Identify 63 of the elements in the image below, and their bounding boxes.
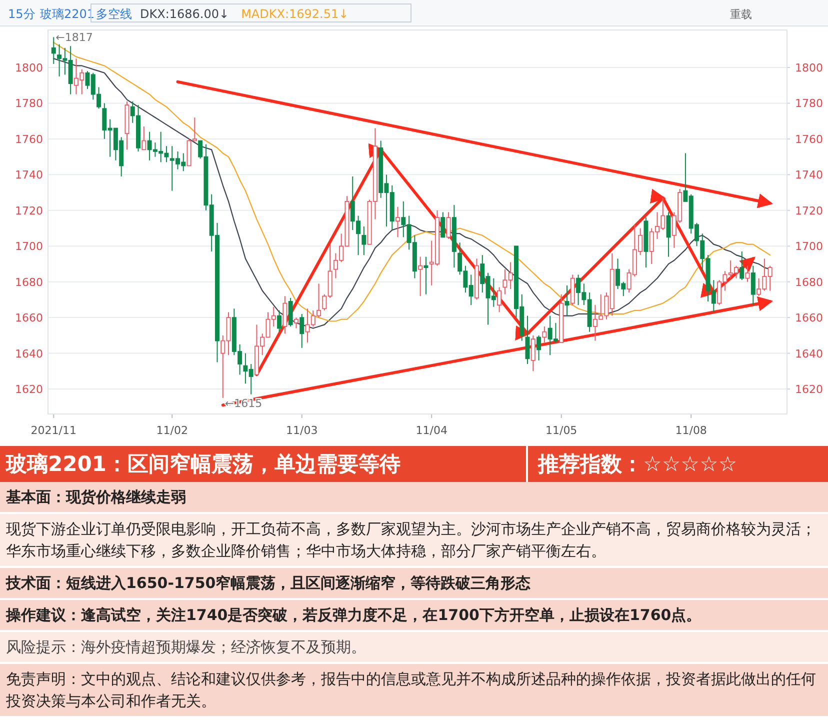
x-tick-label: 11/04 xyxy=(416,424,448,437)
x-tick-label: 11/08 xyxy=(675,424,707,437)
y2-tick-label: 1760 xyxy=(795,132,823,146)
text: 15分 xyxy=(8,7,36,21)
candlestick xyxy=(288,297,293,327)
text: 技术面：短线进入1650-1750窄幅震荡，且区间逐渐缩窄，等待跌破三角形态 xyxy=(0,568,828,600)
candlestick xyxy=(282,296,288,334)
text: 操作建议：逢高试空，关注1740是否突破，若反弹力度不足，在1700下方开空单，止损设在1760点。 xyxy=(0,600,828,632)
y-tick-label: 1740 xyxy=(15,168,43,182)
candlestick xyxy=(440,212,446,238)
x-tick-label: 2021/11 xyxy=(30,424,76,437)
candlestick xyxy=(750,265,756,306)
candlestick xyxy=(300,313,304,348)
y2-tick-label: 1780 xyxy=(795,97,823,110)
candlestick xyxy=(424,256,428,295)
y2-tick-label: 1660 xyxy=(795,312,823,325)
candlestick xyxy=(666,212,671,258)
candlestick xyxy=(745,265,750,282)
text: 基本面：现货价格继续走弱 xyxy=(0,482,828,514)
candlestick xyxy=(446,212,451,240)
text: 现货下游企业订单仍受限电影响，开工负荷不高，多数厂家观望为主。沙河市场生产企业产销不高，贸易商价格较为灵活；华东市场重心继续下移，多数企业降价销售；华中市场大体持稳，部分厂家产销平衡左右。 xyxy=(0,514,828,568)
text: 免责声明：文中的观点、结论和建议仅供参考，报告中的信息或意见并不构成所述品种的操作依据，投资者据此做出的任何投资决策与本公司和作者无关。 xyxy=(0,664,828,718)
y-tick-label: 1800 xyxy=(15,62,43,75)
y2-tick-label: 1740 xyxy=(795,168,823,182)
candlestick xyxy=(362,226,366,256)
candlestick xyxy=(142,126,146,150)
y2-tick-label: 1800 xyxy=(795,62,823,75)
y-tick-label: 1620 xyxy=(15,382,43,396)
y2-tick-label: 1680 xyxy=(795,276,823,289)
x-tick-label: 11/05 xyxy=(546,424,578,437)
y-tick-label: 1780 xyxy=(15,97,43,110)
y-tick-label: 1640 xyxy=(15,347,43,360)
x-tick-label: 11/02 xyxy=(156,424,188,437)
candlestick xyxy=(396,206,400,238)
candlestick xyxy=(294,317,298,329)
text: DKX:1686.00↓ xyxy=(140,7,230,21)
candlestick xyxy=(525,315,530,364)
text: 玻璃2201：区间窄幅震荡，单边需要等待 xyxy=(0,446,528,482)
y-tick-label: 1760 xyxy=(15,132,43,146)
candlestick xyxy=(51,36,56,64)
y-tick-label: 1700 xyxy=(15,240,43,254)
candlestick xyxy=(418,256,423,297)
candlestick xyxy=(740,250,744,281)
text: 风险提示：海外疫情超预期爆发；经济恢复不及预期。 xyxy=(0,632,828,664)
x-tick-label: 11/03 xyxy=(286,424,318,437)
y-tick-label: 1720 xyxy=(15,204,43,218)
candlestick xyxy=(536,334,542,361)
text: MADKX:1692.51↓ xyxy=(241,7,349,21)
y-tick-label: 1680 xyxy=(15,276,43,289)
text: 重载 xyxy=(730,8,752,21)
candlestick xyxy=(530,334,536,372)
y2-tick-label: 1640 xyxy=(795,347,823,360)
candlestick xyxy=(277,310,282,332)
y2-tick-label: 1620 xyxy=(795,382,823,396)
candlestick xyxy=(564,284,570,316)
candlestick xyxy=(497,286,502,313)
text: 推荐指数：☆☆☆☆☆ xyxy=(536,451,738,478)
annotation: ←1817 xyxy=(56,31,93,44)
y2-tick-label: 1700 xyxy=(795,240,823,254)
y-tick-label: 1660 xyxy=(15,312,43,325)
y2-tick-label: 1720 xyxy=(795,204,823,218)
text: 多空线 xyxy=(96,7,132,21)
candlestick xyxy=(542,326,547,344)
